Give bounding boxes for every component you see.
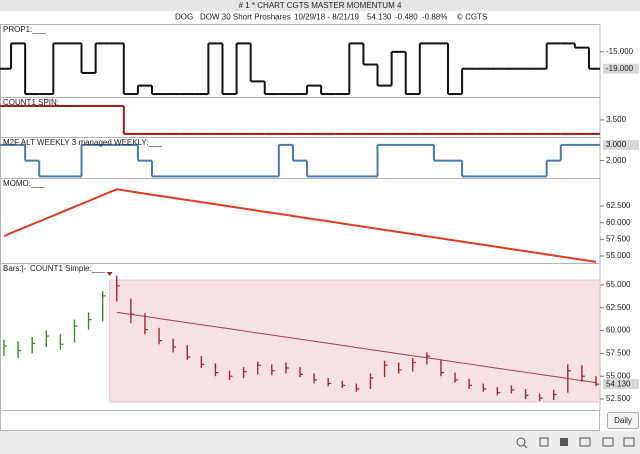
panel-title: M2F ALT WEEKLY 3 managed WEEKLY:___ — [3, 138, 162, 147]
panel-title: COUNT1 SPIN:___ — [3, 98, 73, 107]
settings-button[interactable] — [602, 437, 614, 447]
last-value-label: 54.130 — [606, 379, 631, 388]
zoom-button[interactable] — [516, 437, 528, 449]
chart-button[interactable] — [560, 438, 568, 446]
instrument-name: DOW 30 Short Proshares — [200, 13, 291, 22]
date-range: 10/29/18 - 8/21/19 — [294, 13, 359, 22]
last-value-label: -19.000 — [606, 64, 634, 73]
panel — [0, 178, 601, 264]
panel-title: PROP1:___ — [3, 25, 46, 34]
indicator-line — [3, 188, 597, 263]
title-bar — [0, 0, 640, 11]
panel-subtitle: COUNT1 Simple:___ — [30, 264, 106, 273]
last-value-box — [603, 63, 639, 74]
toolbar — [0, 431, 640, 454]
period-button[interactable] — [607, 412, 639, 429]
panel — [0, 24, 601, 98]
anchor-marker — [106, 272, 113, 276]
y-tick-label: -15.000 — [606, 47, 634, 56]
window-title: # 1 * CHART CGTS MASTER MOMENTUM 4 — [239, 1, 402, 10]
panel-title: MOMO:___ — [3, 179, 45, 188]
zoom-icon — [516, 437, 526, 447]
last-value-box — [603, 139, 639, 150]
y-tick-label: 62.500 — [606, 201, 631, 210]
y-tick-label: 60.000 — [606, 218, 631, 227]
copyright: © CGTS — [457, 13, 487, 22]
panel-title: Bars:|- — [3, 264, 27, 273]
last-price: 54.130 — [367, 13, 392, 22]
y-tick-label: 65.000 — [606, 280, 631, 289]
y-tick-label: 55.000 — [606, 251, 631, 260]
last-value-box — [603, 379, 639, 390]
change-percent: -0.88% — [422, 13, 447, 22]
y-tick-label: 57.500 — [606, 234, 631, 243]
window-button[interactable] — [579, 437, 591, 447]
panel — [0, 97, 601, 138]
y-tick-label: 57.500 — [606, 349, 631, 358]
y-tick-label: 2.000 — [606, 156, 627, 165]
period-label: Daily — [614, 416, 632, 425]
time-axis — [0, 410, 600, 431]
symbol: DOG — [175, 13, 193, 22]
zoom-icon-handle — [523, 444, 528, 449]
layout-button[interactable] — [539, 437, 549, 447]
y-tick-label: 60.000 — [606, 326, 631, 335]
last-value-label: 3.000 — [606, 140, 627, 149]
change: -0.480 — [395, 13, 418, 22]
y-tick-label: 55.000 — [606, 371, 631, 380]
expand-button[interactable] — [623, 437, 635, 447]
y-tick-label: 62.500 — [606, 303, 631, 312]
header-bar — [0, 11, 640, 24]
anchor-shade — [109, 279, 601, 403]
y-tick-label: 52.500 — [606, 394, 631, 403]
y-tick-label: 3.500 — [606, 115, 627, 124]
trend-line — [116, 311, 597, 384]
